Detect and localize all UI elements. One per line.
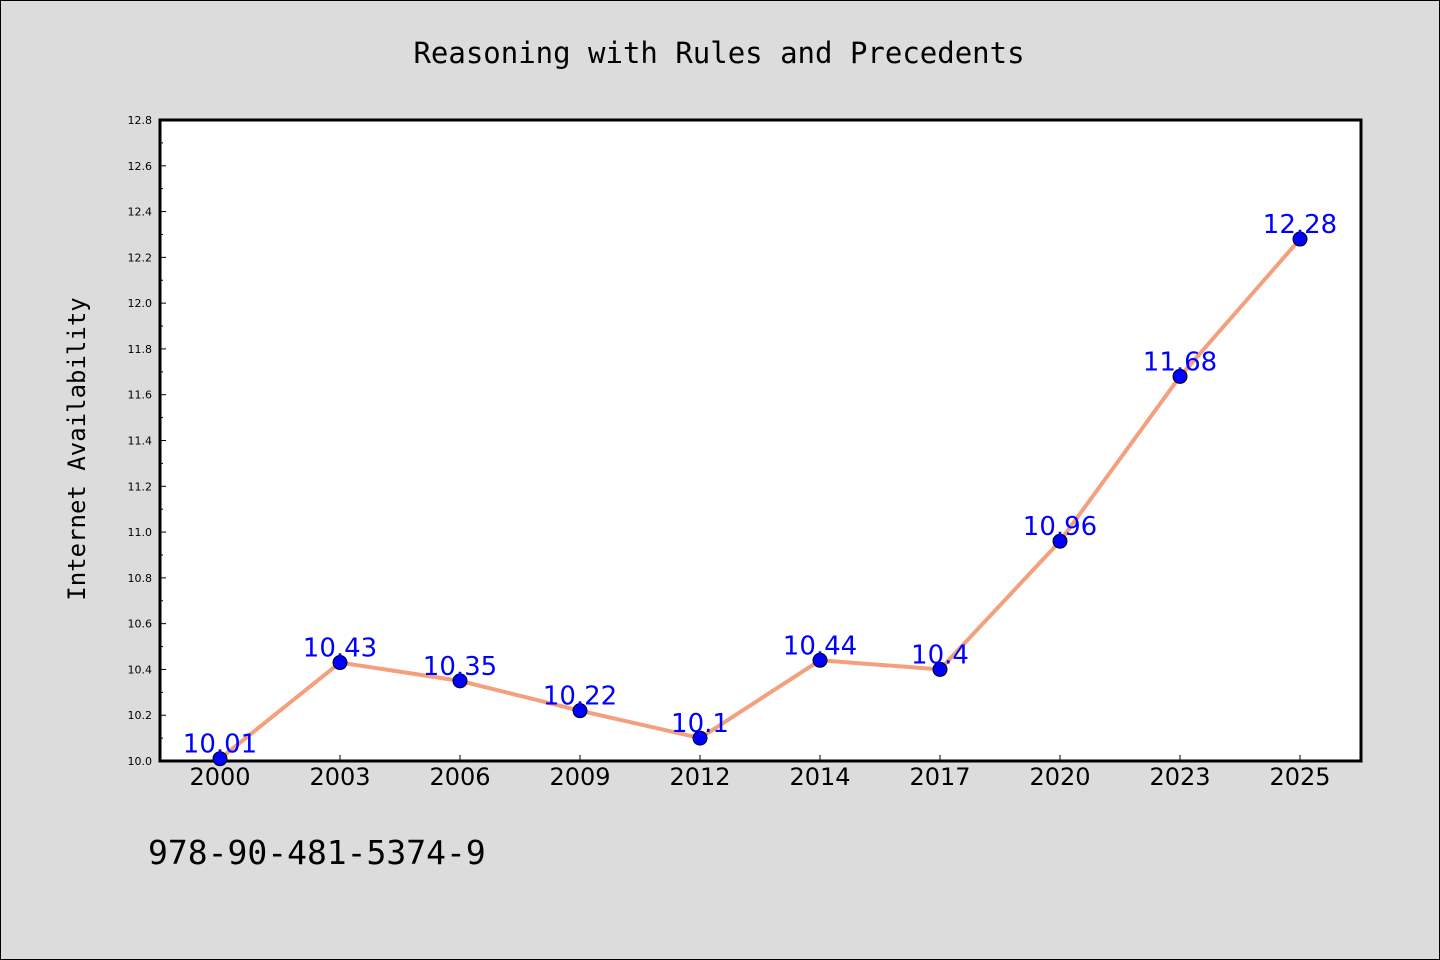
y-tick-label: 10.2 bbox=[128, 709, 153, 722]
y-tick-label: 11.2 bbox=[128, 480, 153, 493]
x-tick-label: 2012 bbox=[669, 763, 730, 791]
series-line bbox=[218, 237, 1302, 761]
y-tick-label: 10.4 bbox=[128, 663, 153, 676]
y-tick-label: 12.6 bbox=[128, 160, 153, 173]
y-tick-label: 12.0 bbox=[128, 297, 153, 310]
x-tick-label: 2017 bbox=[909, 763, 970, 791]
y-tick-label: 10.8 bbox=[128, 572, 153, 585]
x-tick-label: 2006 bbox=[429, 763, 490, 791]
data-point bbox=[692, 730, 708, 746]
y-tick-label: 11.0 bbox=[128, 526, 153, 539]
y-tick-label: 12.2 bbox=[128, 251, 153, 264]
data-label: 10.4 bbox=[911, 640, 969, 670]
data-label-group: 10.01 10.43 10.35 10.22 10.1 10.44 10.4 10.96 11… bbox=[183, 210, 1337, 760]
x-axis: 2000 2003 2006 2009 2012 2014 2017 2020 2023 2025 bbox=[189, 755, 1331, 791]
y-tick-label: 11.8 bbox=[128, 343, 153, 356]
x-tick-label: 2020 bbox=[1029, 763, 1090, 791]
data-label: 11.68 bbox=[1143, 347, 1217, 377]
y-tick-label: 12.4 bbox=[128, 206, 153, 219]
data-label: 10.01 bbox=[183, 730, 257, 760]
y-tick-label: 11.4 bbox=[128, 435, 153, 448]
data-point bbox=[1292, 231, 1308, 247]
data-label: 10.44 bbox=[783, 631, 857, 661]
x-tick-label: 2003 bbox=[309, 763, 370, 791]
x-tick-label: 2000 bbox=[189, 763, 250, 791]
data-point bbox=[1172, 368, 1188, 384]
y-tick-label: 10.0 bbox=[128, 755, 153, 768]
data-point bbox=[572, 703, 588, 719]
series-line-group bbox=[218, 237, 1302, 761]
isbn-text: 978-90-481-5374-9 bbox=[148, 833, 486, 872]
data-point bbox=[812, 652, 828, 668]
y-tick-label: 10.6 bbox=[128, 618, 153, 631]
x-tick-label: 2025 bbox=[1269, 763, 1330, 791]
data-point bbox=[212, 751, 228, 767]
data-label: 10.1 bbox=[671, 709, 729, 739]
plot-area bbox=[158, 118, 1363, 763]
x-tick-label: 2009 bbox=[549, 763, 610, 791]
x-tick-label: 2023 bbox=[1149, 763, 1210, 791]
data-label: 10.35 bbox=[423, 652, 497, 682]
y-axis-label: Internet Availability bbox=[63, 297, 91, 600]
data-label: 10.22 bbox=[543, 682, 617, 712]
y-tick-label: 11.6 bbox=[128, 389, 153, 402]
chart-title: Reasoning with Rules and Precedents bbox=[413, 36, 1024, 70]
x-tick-label: 2014 bbox=[789, 763, 850, 791]
data-point bbox=[332, 655, 348, 671]
data-label: 12.28 bbox=[1263, 210, 1337, 240]
data-label: 10.96 bbox=[1023, 512, 1097, 542]
data-label: 10.43 bbox=[303, 634, 377, 664]
marker-group bbox=[212, 231, 1308, 767]
data-point bbox=[932, 661, 948, 677]
data-point bbox=[452, 673, 468, 689]
y-axis: 10.0 10.2 10.4 10.6 10.8 11.0 11.2 11.4 11.6 11.8… bbox=[128, 114, 166, 768]
data-point bbox=[1052, 533, 1068, 549]
y-tick-label: 12.8 bbox=[128, 114, 153, 127]
